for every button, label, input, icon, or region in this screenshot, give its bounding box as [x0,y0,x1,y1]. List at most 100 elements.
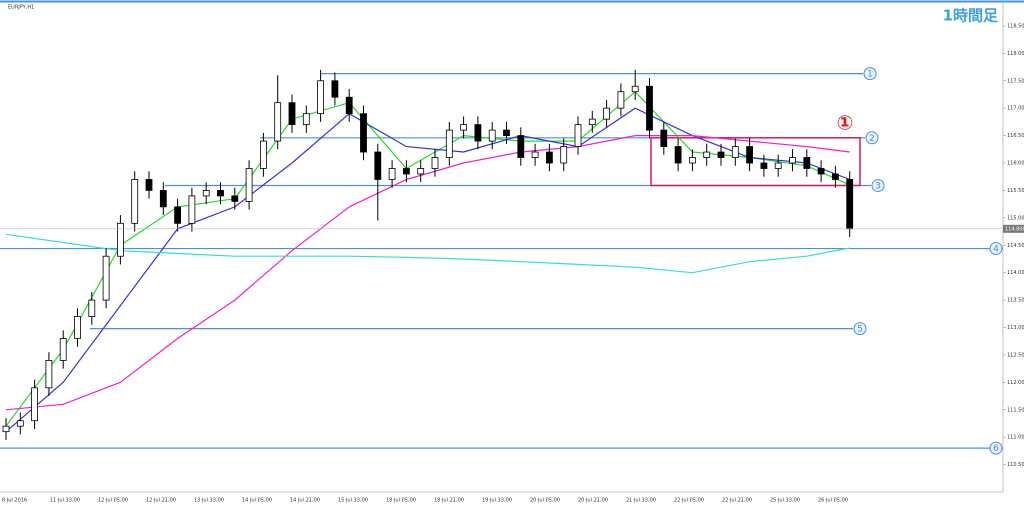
last-price-label: 114.800 [1005,226,1024,232]
candle-body [474,124,482,142]
level-label: 2 [869,134,875,144]
candle-body [131,179,139,224]
x-tick-label: 21 Jul 13:00 [626,498,656,504]
y-tick-label: 117.500 [1007,78,1024,84]
level-label: 1 [867,70,873,80]
moving-average [5,233,850,274]
level-label: 3 [875,181,881,191]
x-tick-label: 20 Jul 05:00 [530,498,560,504]
x-tick-label: 11 Jul 13:00 [50,498,80,504]
candle-body [503,129,510,136]
y-tick-label: 116.500 [1007,133,1024,139]
candle-body [159,190,167,208]
candle-body [789,157,796,164]
level-marker [853,322,867,336]
candle-body [274,102,282,142]
y-tick-label: 111.000 [1007,435,1024,441]
x-tick-label: 13 Jul 13:00 [194,498,224,504]
y-tick-label: 110.500 [1007,462,1024,468]
x-tick-label: 20 Jul 21:00 [578,498,608,504]
candle-body [231,195,239,202]
candle-body [660,129,668,147]
candle-body [445,129,453,158]
candle-body [88,299,96,317]
level-label: 4 [993,245,999,255]
level-marker [989,441,1003,455]
candle-body [803,157,811,169]
y-tick-label: 112.000 [1007,380,1024,386]
x-tick-label: 14 Jul 21:00 [290,498,320,504]
level-marker [865,131,879,145]
symbol-header: EURJPY,H1 [8,5,34,11]
level-marker [871,178,885,192]
candle-body [317,80,325,115]
candle-body [360,113,367,153]
range-label: ① [837,110,854,134]
y-tick-label: 114.500 [1007,243,1024,249]
x-tick-label: 18 Jul 21:00 [434,498,464,504]
candle-body [460,124,468,131]
x-tick-label: 14 Jul 05:00 [242,498,272,504]
y-tick-label: 112.500 [1007,352,1024,358]
candle-body [117,222,124,257]
level-marker [989,242,1003,256]
candle-body [646,85,653,131]
range-box [650,137,861,187]
x-tick-label: 19 Jul 13:00 [482,498,512,504]
y-tick-label: 113.500 [1007,298,1024,304]
candle-body [245,168,253,202]
candle-body [345,96,353,115]
timeframe-title: 1時間足 [943,7,999,25]
x-tick-label: 12 Jul 05:00 [98,498,128,504]
candle-body [746,146,753,164]
candle-body [331,80,339,98]
candle-body [2,425,10,433]
candle-body [674,146,682,164]
candle-body [302,113,310,126]
candle-body [846,179,854,230]
candle-body [145,179,153,191]
x-tick-label: 18 Jul 05:00 [386,498,416,504]
x-tick-label: 25 Jul 13:00 [770,498,800,504]
x-tick-label: 22 Jul 05:00 [674,498,704,504]
y-tick-label: 115.500 [1007,188,1024,194]
candle-body [288,102,296,126]
candle-body [731,146,739,158]
candle-body [217,190,224,197]
candle-body [259,140,267,169]
y-tick-label: 118.500 [1007,23,1024,29]
candle-body [689,157,696,164]
candle-body [102,255,110,301]
x-tick-label: 15 Jul 13:00 [338,498,368,504]
candle-body [31,387,39,422]
candle-body [546,151,553,164]
level-marker [863,67,877,81]
candle-body [74,316,81,339]
candle-body [45,360,53,389]
y-tick-label: 114.000 [1007,270,1024,276]
level-label: 6 [993,444,999,454]
candle-body [574,124,582,147]
candle-body [617,91,625,109]
candle-body [202,190,210,197]
last-price-box [1003,224,1024,233]
candle-body [588,118,596,126]
candle-body [188,195,196,224]
candle-body [417,168,425,175]
x-tick-label: 22 Jul 21:00 [722,498,752,504]
candle-body [174,206,182,224]
candle-body [560,146,568,164]
x-tick-label: 8 Jul 2016 [2,498,27,504]
y-tick-label: 113.000 [1007,325,1024,331]
candle-body [817,168,825,175]
candle-body [832,173,839,180]
candle-body [603,107,610,120]
candle-body [402,168,410,175]
candle-body [531,151,539,158]
candle-body [16,420,24,427]
candle-body [388,168,396,180]
candle-body [59,338,67,361]
candle-body [488,129,496,142]
level-label: 5 [857,325,863,335]
